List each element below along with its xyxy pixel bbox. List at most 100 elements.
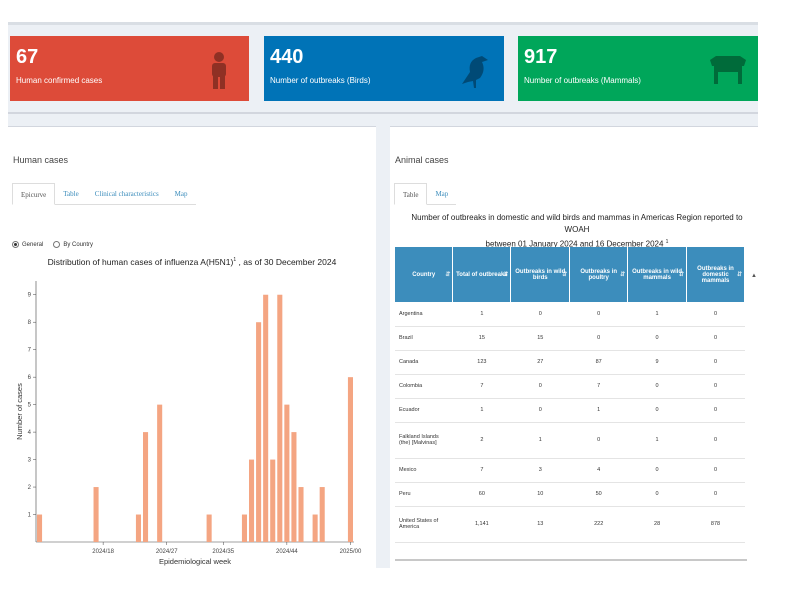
column-header-label: Outbreaks in wild mammals	[632, 268, 683, 281]
cell-total: 7	[452, 374, 511, 399]
human-tabs: Epicurve Table Clinical characteristics …	[12, 183, 196, 205]
scroll-up-arrow-icon[interactable]: ▲	[751, 273, 757, 279]
cell-wild-birds: 1	[510, 422, 570, 459]
infobox-label: Number of outbreaks (Mammals)	[524, 76, 641, 85]
panel-title: Animal cases	[395, 155, 449, 165]
x-tick-label: 2024/35	[212, 549, 234, 555]
tab-table[interactable]: Table	[394, 183, 428, 205]
table-row: Argentina 1 0 0 1 0	[395, 302, 745, 327]
cell-wild-mammals: 9	[627, 350, 687, 375]
cell-domestic-mammals: 0	[686, 458, 745, 483]
human-cases-panel: Human cases Epicurve Table Clinical char…	[8, 126, 376, 568]
bar	[347, 377, 353, 542]
infobox-value: 440	[270, 46, 304, 68]
sort-icon: ⇵	[445, 271, 451, 278]
table-row: Falkland Islands (the) [Malvinas] 2 1 0 …	[395, 422, 745, 459]
radio-by-country[interactable]	[53, 241, 61, 248]
cell-wild-mammals: 0	[627, 482, 687, 507]
sort-icon: ⇵	[562, 271, 568, 278]
infobox-label: Human confirmed cases	[16, 76, 103, 85]
tab-map[interactable]: Map	[174, 190, 188, 198]
sort-icon: ⇵	[679, 271, 685, 278]
cell-country: Brazil	[395, 326, 453, 351]
cell-wild-birds: 27	[510, 350, 570, 375]
table-title-line1: Number of outbreaks in domestic and wild…	[411, 213, 743, 234]
panel-title: Human cases	[13, 155, 69, 165]
cell-country: Colombia	[395, 374, 453, 399]
bar	[135, 514, 141, 542]
cell-total: 60	[452, 482, 511, 507]
table-header-row: Country ⇵ Total of outbreaks ⇵ Outbreaks i…	[395, 247, 745, 302]
chart-title-suffix: , as of 30 December 2024	[236, 257, 337, 267]
y-tick-label: 4	[28, 430, 32, 436]
infobox-value: 917	[524, 46, 558, 68]
cell-wild-mammals: 0	[627, 374, 687, 399]
cell-poultry: 222	[569, 506, 628, 543]
cell-wild-mammals: 1	[627, 422, 687, 459]
cell-domestic-mammals: 0	[686, 374, 745, 399]
horizontal-scrollbar[interactable]	[395, 559, 747, 561]
sort-icon: ⇵	[503, 271, 509, 278]
cell-poultry: 1	[569, 398, 628, 423]
y-tick-label: 6	[28, 375, 32, 381]
table-row: Colombia 7 0 7 0 0	[395, 374, 745, 399]
bar	[241, 514, 247, 542]
cell-domestic-mammals: 0	[686, 482, 745, 507]
y-tick-label: 7	[28, 348, 32, 354]
table-title: Number of outbreaks in domestic and wild…	[402, 212, 752, 251]
cell-wild-birds: 0	[510, 302, 570, 327]
radio-by-country-label: By Country	[63, 241, 94, 248]
bar	[284, 404, 290, 542]
y-tick-label: 2	[28, 485, 32, 491]
cell-wild-birds: 3	[510, 458, 570, 483]
chart-title-text: Distribution of human cases of influenza…	[47, 257, 234, 267]
column-header-country[interactable]: Country ⇵	[395, 247, 454, 302]
sort-icon: ⇵	[736, 271, 742, 278]
x-tick-label: 2025/00	[340, 549, 362, 555]
cell-wild-mammals: 0	[627, 458, 687, 483]
tab-map[interactable]: Map	[435, 190, 449, 198]
column-header-domestic-mammals[interactable]: Outbreaks in domestic mammals ⇵	[686, 247, 745, 302]
bar	[249, 459, 255, 542]
radio-general[interactable]	[12, 241, 19, 248]
column-header-wild-birds[interactable]: Outbreaks in wild birds ⇵	[510, 247, 571, 302]
cell-country: United States of America	[395, 506, 453, 543]
cell-country: Canada	[395, 350, 453, 375]
cell-wild-mammals: 1	[627, 302, 687, 327]
y-tick-label: 3	[28, 458, 32, 464]
infobox-label: Number of outbreaks (Birds)	[270, 76, 371, 85]
column-header-wild-mammals[interactable]: Outbreaks in wild mammals ⇵	[627, 247, 688, 302]
cell-wild-birds: 13	[510, 506, 570, 543]
bar	[277, 294, 283, 542]
column-header-total[interactable]: Total of outbreaks ⇵	[452, 247, 512, 302]
column-header-label: Outbreaks in poultry	[580, 268, 618, 281]
cow-icon	[710, 56, 746, 84]
outbreaks-table-container[interactable]: Country ⇵ Total of outbreaks ⇵ Outbreaks i…	[395, 247, 747, 545]
cell-country: Mexico	[395, 458, 453, 483]
bar	[93, 487, 99, 542]
bar	[263, 294, 269, 542]
column-header-label: Total of outbreaks	[456, 271, 508, 278]
bar	[143, 432, 149, 542]
cell-country: Peru	[395, 482, 453, 507]
bar	[291, 432, 297, 542]
cell-country: Ecuador	[395, 398, 453, 423]
tab-epicurve[interactable]: Epicurve	[12, 183, 56, 205]
dashboard: 67 Human confirmed cases 440 Number of o…	[8, 22, 758, 568]
table-title-line2: between 01 January 2024 and 16 December …	[485, 239, 664, 249]
sort-icon: ⇵	[620, 271, 626, 278]
tab-clinical-characteristics[interactable]: Clinical characteristics	[94, 190, 159, 198]
chart-title: Distribution of human cases of influenza…	[8, 257, 376, 267]
cell-domestic-mammals: 0	[686, 422, 745, 459]
infobox-value: 67	[16, 46, 39, 68]
table-body: Argentina 1 0 0 1 0 Brazil 15 15 0 0 0	[395, 302, 745, 543]
person-icon	[212, 52, 226, 89]
cell-total: 2	[452, 422, 511, 459]
section-divider	[8, 112, 758, 114]
tab-table[interactable]: Table	[63, 190, 79, 198]
bar	[157, 404, 163, 542]
bar	[319, 487, 325, 542]
cell-domestic-mammals: 0	[686, 302, 745, 327]
column-header-poultry[interactable]: Outbreaks in poultry ⇵	[569, 247, 629, 302]
column-header-label: Country	[412, 271, 436, 278]
